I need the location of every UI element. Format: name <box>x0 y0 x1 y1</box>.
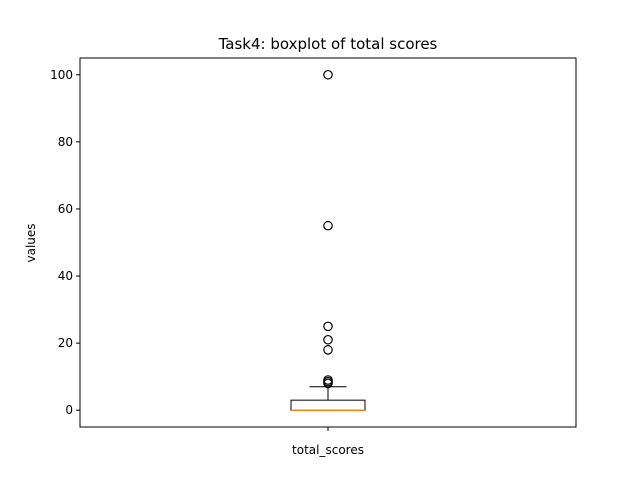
outlier-point <box>323 334 333 345</box>
plot-area <box>290 69 366 411</box>
axes-frame <box>79 57 577 428</box>
outlier-point <box>323 69 333 80</box>
y-tick-label: 100 <box>50 68 73 82</box>
y-tick-label: 60 <box>58 202 73 216</box>
x-tick-label: total_scores <box>292 443 364 457</box>
outlier-point <box>323 220 333 231</box>
outlier-point <box>323 321 333 332</box>
outlier-point <box>323 375 333 385</box>
y-tick-label: 20 <box>58 336 73 350</box>
y-tick-label: 0 <box>65 403 73 417</box>
axis-ticks: 0 20 40 60 80 100 total_scores <box>50 68 364 457</box>
chart-title: Task4: boxplot of total scores <box>218 35 438 53</box>
y-tick-label: 80 <box>58 135 73 149</box>
y-axis-label: values <box>24 223 38 262</box>
outlier-point <box>323 345 333 355</box>
y-tick-label: 40 <box>58 269 73 283</box>
